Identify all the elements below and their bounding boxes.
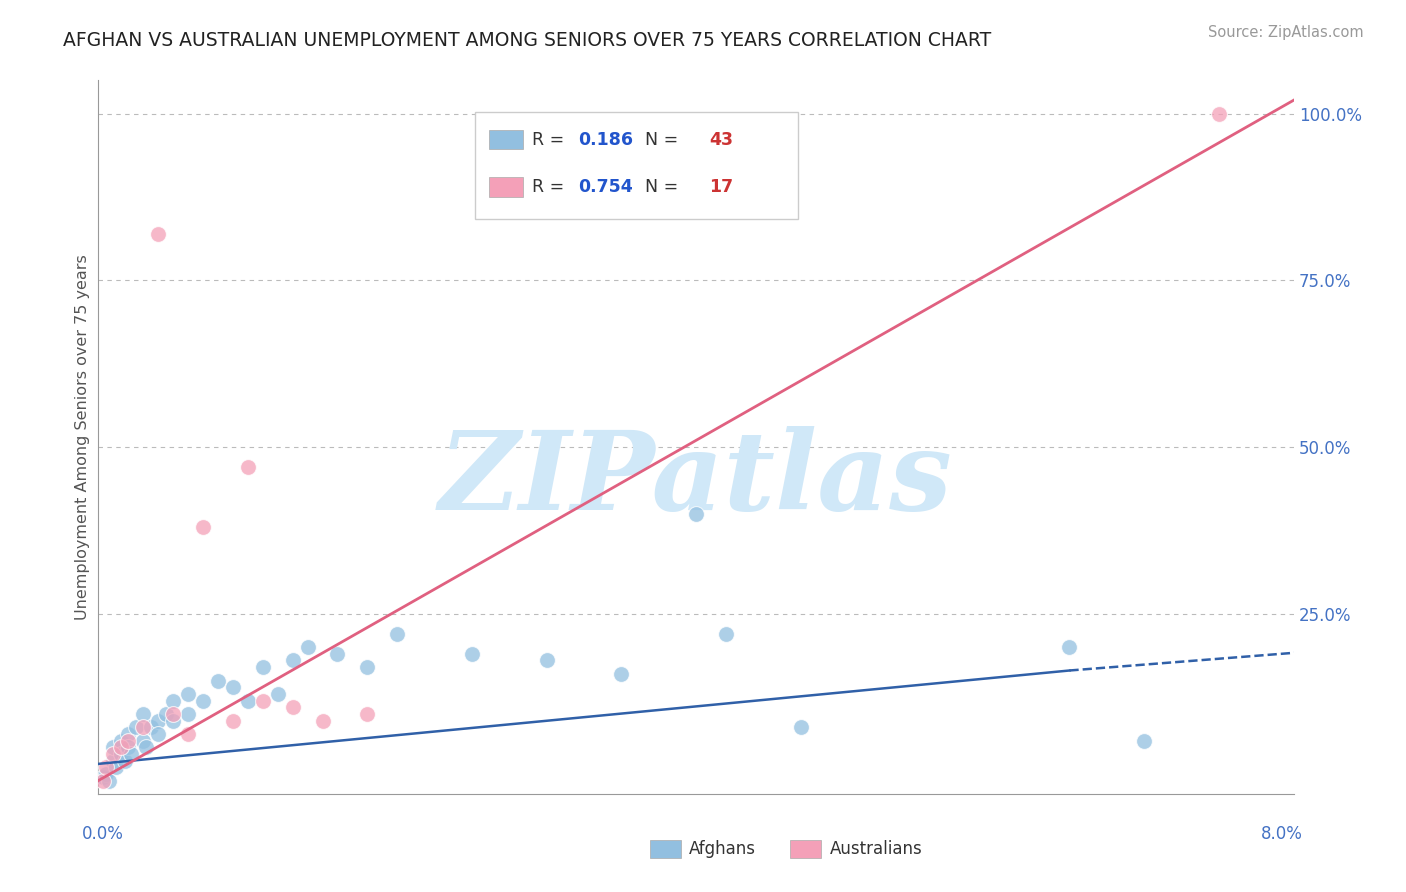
Y-axis label: Unemployment Among Seniors over 75 years: Unemployment Among Seniors over 75 years [75,254,90,620]
Text: 8.0%: 8.0% [1261,825,1303,843]
Point [139,720,162,734]
Point [94,760,117,774]
Point [117,733,139,747]
Point [132,733,155,747]
Text: Source: ZipAtlas.com: Source: ZipAtlas.com [1208,25,1364,40]
Point [148,727,170,741]
Point [222,714,245,728]
Text: Australians: Australians [830,840,922,858]
Point [148,714,170,728]
Point [162,706,184,721]
Text: Afghans: Afghans [689,840,756,858]
Point [191,520,214,534]
Point [91,773,114,788]
Point [110,740,132,755]
Point [177,727,200,741]
Text: 0.186: 0.186 [578,130,633,148]
Point [120,747,142,761]
Point [311,714,333,728]
Point [110,733,132,747]
Point [267,687,290,701]
Point [252,693,274,707]
Text: ZIPatlas: ZIPatlas [439,426,953,533]
Point [461,647,484,661]
Point [252,660,274,674]
Point [281,700,304,714]
Text: 0.0%: 0.0% [82,825,124,843]
Text: 43: 43 [709,130,733,148]
Point [117,740,139,755]
Point [125,720,148,734]
Point [714,627,737,641]
Text: AFGHAN VS AUSTRALIAN UNEMPLOYMENT AMONG SENIORS OVER 75 YEARS CORRELATION CHART: AFGHAN VS AUSTRALIAN UNEMPLOYMENT AMONG … [63,31,991,50]
Point [135,740,157,755]
Point [148,227,170,241]
Point [94,767,117,781]
Point [1133,733,1156,747]
Point [155,706,177,721]
Point [103,747,125,761]
Point [685,507,707,521]
Point [114,754,136,768]
Point [385,627,409,641]
Point [281,653,304,667]
Point [162,693,184,707]
Point [91,770,114,784]
Point [356,706,378,721]
Point [236,693,259,707]
Point [326,647,349,661]
Point [610,666,633,681]
Point [132,706,155,721]
Point [110,747,132,761]
Point [105,760,128,774]
Point [1208,106,1230,120]
Bar [489,178,523,197]
Point [536,653,558,667]
Point [297,640,319,655]
Point [162,714,184,728]
Point [789,720,811,734]
FancyBboxPatch shape [475,112,797,219]
Text: 17: 17 [709,178,734,196]
Point [103,740,125,755]
Text: 0.754: 0.754 [578,178,633,196]
Point [103,754,125,768]
Text: N =: N = [634,178,683,196]
Point [132,720,155,734]
Point [222,680,245,694]
Text: R =: R = [533,178,569,196]
Point [97,773,120,788]
Text: R =: R = [533,130,569,148]
Point [191,693,214,707]
Point [117,727,139,741]
Text: N =: N = [634,130,683,148]
Point [177,687,200,701]
Point [356,660,378,674]
Point [177,706,200,721]
Point [207,673,229,688]
Bar [489,129,523,150]
Point [1059,640,1081,655]
Point [236,460,259,475]
